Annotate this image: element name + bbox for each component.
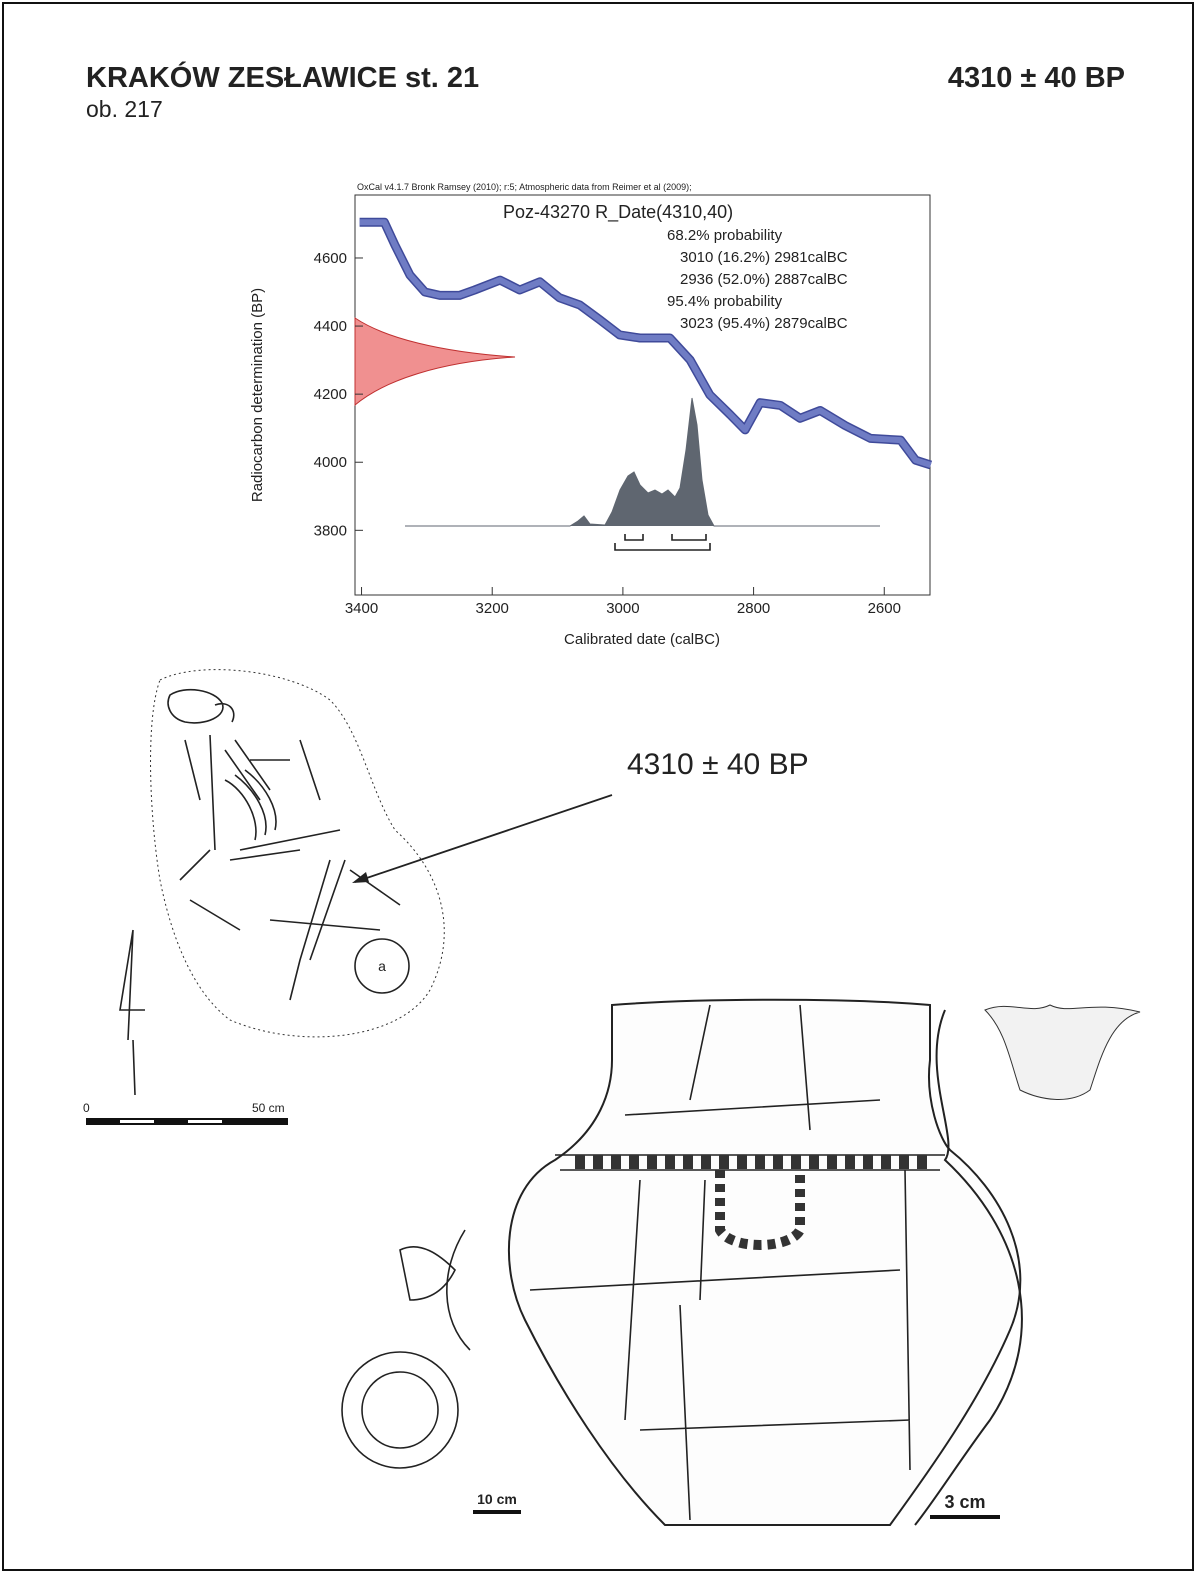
scale-start: 0 (83, 1101, 90, 1115)
arrow-label: 4310 ± 40 BP (627, 748, 809, 781)
y-tick-label: 4200 (314, 386, 347, 403)
y-tick-label: 4000 (314, 454, 347, 471)
x-tick-label: 3000 (606, 600, 639, 617)
y-tick-label: 4400 (314, 318, 347, 335)
scale-bar (86, 1118, 288, 1125)
result-line: 3010 (16.2%) 2981calBC (680, 249, 848, 266)
date: 4310 ± 40 BP (948, 62, 1125, 94)
result-line: 3023 (95.4%) 2879calBC (680, 315, 848, 332)
pot-scale-bar (473, 1510, 521, 1514)
chart-title: Poz-43270 R_Date(4310,40) (503, 202, 733, 223)
feature-label: a (378, 958, 386, 974)
result-line: 68.2% probability (667, 227, 783, 244)
result-line: 95.4% probability (667, 293, 783, 310)
title: KRAKÓW ZESŁAWICE st. 21 (86, 60, 479, 94)
y-tick-label: 4600 (314, 250, 347, 267)
page: KRAKÓW ZESŁAWICE st. 21 ob. 217 4310 ± 4… (0, 0, 1199, 1576)
x-tick-label: 3400 (345, 600, 378, 617)
y-tick-label: 3800 (314, 522, 347, 539)
x-tick-label: 3200 (476, 600, 509, 617)
scale-bar-gap (120, 1120, 154, 1123)
chart-note: OxCal v4.1.7 Bronk Ramsey (2010); r:5; A… (357, 182, 692, 192)
x-tick-label: 2600 (868, 600, 901, 617)
x-tick-label: 2800 (737, 600, 770, 617)
result-line: 2936 (52.0%) 2887calBC (680, 271, 848, 288)
scale-bar-gap (188, 1120, 222, 1123)
detail-scale-bar (930, 1515, 1000, 1519)
detail-scale-label: 3 cm (944, 1492, 985, 1512)
y-axis-title: Radiocarbon determination (BP) (249, 288, 266, 502)
x-axis-title: Calibrated date (calBC) (564, 631, 720, 648)
pot-scale-label: 10 cm (477, 1491, 517, 1507)
subtitle: ob. 217 (86, 96, 163, 122)
scale-end: 50 cm (252, 1101, 285, 1115)
